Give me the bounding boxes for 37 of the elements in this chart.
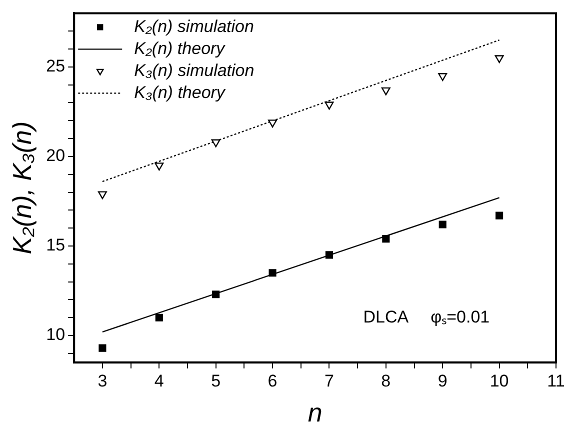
- point: [496, 212, 504, 220]
- x-tick-label: 10: [490, 371, 509, 390]
- point: [154, 162, 164, 171]
- x-tick-label: 5: [211, 371, 221, 390]
- annotation: φₛ=0.01: [430, 307, 490, 326]
- point: [381, 87, 390, 96]
- x-tick-label: 7: [324, 371, 334, 390]
- x-tick-label: 9: [438, 371, 448, 390]
- y-tick-label: 25: [46, 56, 66, 76]
- y-axis-title: K₂(n), K₃(n): [6, 121, 37, 254]
- x-tick-label: 8: [381, 371, 391, 390]
- y-tick-label: 20: [46, 146, 66, 166]
- point: [98, 344, 106, 352]
- point: [324, 102, 334, 110]
- point: [382, 235, 390, 243]
- point: [494, 55, 504, 64]
- y-tick-label: 10: [46, 325, 66, 344]
- legend-label: K₃(n) theory: [134, 82, 226, 102]
- point: [212, 290, 220, 298]
- point: [268, 269, 276, 277]
- x-tick-label: 4: [154, 371, 164, 390]
- legend-label: K₂(n) theory: [134, 38, 226, 58]
- point: [98, 191, 107, 200]
- legend-label: K₂(n) simulation: [134, 16, 254, 36]
- point: [438, 73, 448, 81]
- point: [438, 220, 446, 228]
- point: [155, 314, 163, 322]
- x-tick-label: 3: [98, 371, 108, 390]
- y-tick-label: 15: [46, 236, 66, 255]
- point: [268, 120, 278, 128]
- point: [211, 139, 220, 148]
- point: [325, 251, 334, 259]
- x-tick-label: 11: [547, 371, 565, 390]
- annotation: DLCA: [363, 307, 410, 326]
- x-axis-title: n: [308, 398, 322, 428]
- legend-label: K₃(n) simulation: [134, 60, 254, 80]
- x-tick-label: 6: [268, 371, 278, 390]
